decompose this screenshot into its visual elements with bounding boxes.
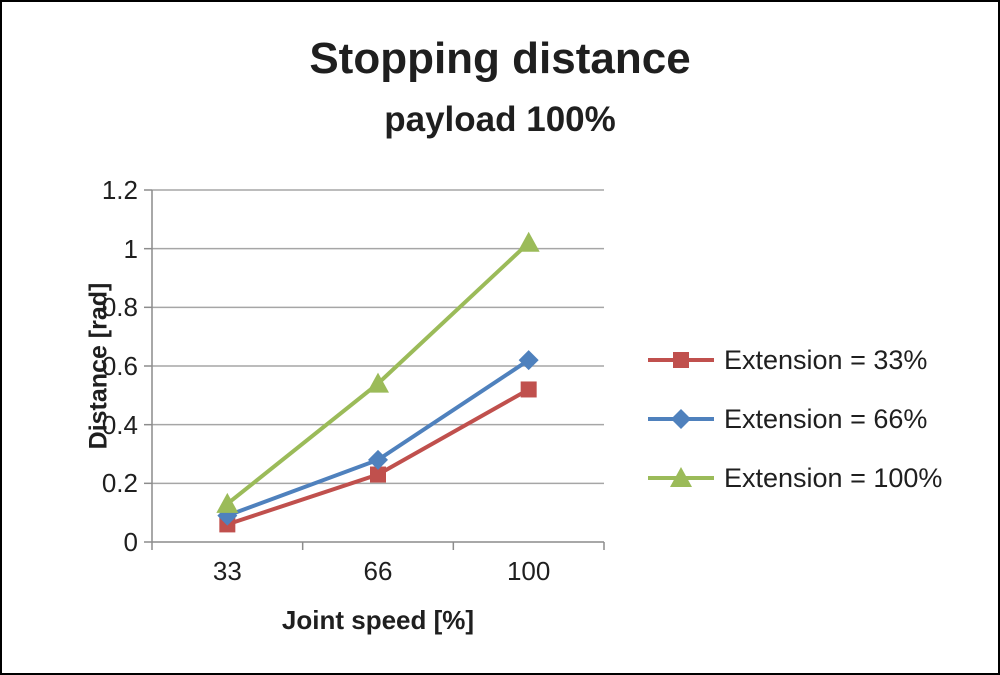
data-point-marker-triangle (517, 231, 540, 252)
data-point-marker-triangle (670, 467, 692, 487)
data-point-marker-triangle (367, 372, 389, 393)
y-tick-label: 0.8 (101, 292, 138, 323)
y-tick-label: 0.6 (101, 351, 138, 381)
x-tick-label: 66 (363, 556, 393, 586)
y-tick-label: 0.2 (101, 468, 138, 499)
legend-label: Extension = 33% (724, 344, 928, 375)
legend-marker (648, 409, 714, 429)
data-point-marker-diamond (368, 449, 388, 470)
legend-marker (648, 352, 714, 368)
y-axis-title: Distance [rad] (84, 282, 113, 450)
data-point-marker-diamond (518, 350, 539, 371)
x-axis-title: Joint speed [%] (281, 605, 475, 635)
data-point-marker-square (673, 352, 689, 368)
legend-item: Extension = 33% (646, 342, 942, 378)
data-point-marker-square (370, 466, 386, 483)
legend-item: Extension = 100% (646, 460, 942, 496)
legend-label: Extension = 66% (724, 403, 928, 434)
chart-title: Stopping distance (309, 34, 691, 83)
legend-item: Extension = 66% (646, 401, 942, 437)
data-point-marker-triangle (216, 492, 239, 513)
y-tick-label: 0.4 (101, 409, 138, 440)
data-point-marker-square (520, 381, 537, 398)
data-point-marker-diamond (671, 409, 691, 429)
legend-label: Extension = 100% (724, 462, 943, 493)
x-tick-label: 100 (506, 556, 551, 586)
y-tick-label: 0 (123, 527, 138, 557)
y-tick-label: 1.2 (101, 175, 138, 205)
chart-subtitle: payload 100% (384, 100, 616, 139)
legend: Extension = 33% Extension = 66% Extension … (646, 342, 942, 496)
x-tick-label: 33 (212, 556, 242, 586)
legend-marker (648, 467, 714, 487)
y-tick-label: 1 (123, 233, 138, 264)
